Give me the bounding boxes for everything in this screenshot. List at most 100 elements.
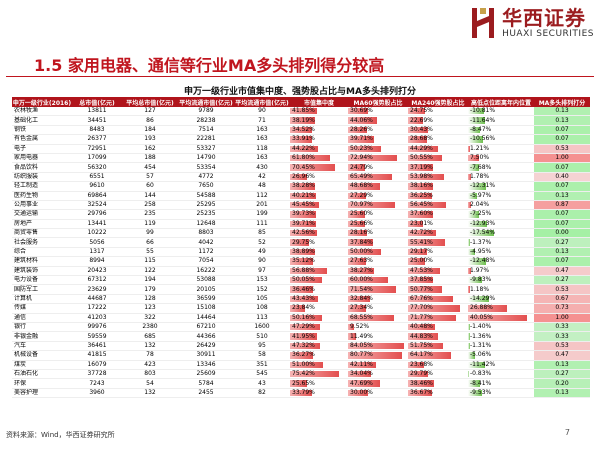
- data-bar: [468, 286, 470, 293]
- cell-value: 27.63%: [350, 257, 373, 265]
- cell-value: 38.27%: [350, 266, 373, 274]
- industry-name: 电子: [12, 144, 72, 154]
- bar-cell: 25.66%: [348, 219, 408, 230]
- cell-value: 56.88%: [292, 266, 315, 274]
- industry-name: 银行: [12, 322, 72, 333]
- table-cell: 43: [234, 378, 290, 389]
- data-bar: [348, 154, 397, 162]
- ma-score-cell: 0.07: [534, 134, 590, 145]
- table-row: 社会服务 5056 66 4042 52 29.75% 37.84% 55.41% -1.37%…: [12, 237, 590, 248]
- table-cell: 9789: [178, 107, 234, 117]
- ma-score-cell: 0.20: [534, 378, 590, 389]
- cell-value: 50.55%: [410, 154, 433, 162]
- cell-value: 50.00%: [350, 248, 373, 256]
- data-bar: [408, 211, 434, 218]
- cell-value: 51.75%: [410, 341, 433, 349]
- table-cell: 153: [234, 275, 290, 286]
- data-bar: [348, 380, 380, 387]
- cell-value: 32.84%: [350, 295, 373, 302]
- bar-cell: 27.63%: [348, 256, 408, 267]
- bar-cell: 64.17%: [408, 350, 468, 361]
- bar-cell: 50.05%: [290, 275, 348, 286]
- table-cell: 16222: [178, 266, 234, 277]
- table-cell: 99: [122, 228, 178, 239]
- industry-name: 轻工制造: [12, 181, 72, 192]
- cell-value: 1.97%: [470, 266, 490, 274]
- cell-value: -17.54%: [470, 229, 496, 237]
- brand-name-en: HUAXI SECURITIES: [502, 29, 594, 39]
- table-cell: 119: [122, 219, 178, 230]
- cell-value: -14.29%: [470, 295, 496, 302]
- ma-score-cell: 0.27: [534, 275, 590, 286]
- data-bar: [468, 323, 471, 331]
- cell-value: 65.49%: [350, 172, 373, 180]
- table-cell: 86: [122, 115, 178, 126]
- data-bar: [290, 230, 318, 237]
- table-row: 非银金融 59559 685 44366 510 41.95% 11.49% 44.83% -1…: [12, 331, 590, 342]
- data-bar: [468, 342, 470, 350]
- ma-score-cell: 0.07: [534, 219, 590, 230]
- data-bar: [348, 108, 369, 115]
- bar-cell: 30.69%: [348, 107, 408, 117]
- cell-value: 29.79%: [410, 370, 433, 378]
- ma-score-cell: 0.53: [534, 341, 590, 352]
- table-cell: 1600: [234, 322, 290, 333]
- data-bar: [290, 145, 319, 152]
- bar-cell: -1.36%: [468, 331, 534, 342]
- data-bar: [348, 277, 388, 284]
- cell-value: 40.21%: [292, 191, 315, 199]
- industry-name: 美容护理: [12, 388, 72, 399]
- bar-cell: -5.97%: [468, 191, 534, 201]
- company-logo: 华西证券 HUAXI SECURITIES: [470, 6, 594, 40]
- bar-cell: -1.37%: [468, 237, 534, 248]
- bar-cell: 50.23%: [348, 144, 408, 154]
- cell-value: 40.48%: [410, 323, 433, 331]
- bar-cell: 37.19%: [408, 162, 468, 173]
- bar-cell: 38.16%: [408, 181, 468, 192]
- data-bar: [290, 173, 308, 181]
- cell-value: 36.25%: [410, 191, 433, 199]
- industry-name: 汽车: [12, 341, 72, 352]
- table-cell: 132: [122, 341, 178, 352]
- bar-cell: -1.31%: [468, 341, 534, 352]
- bar-cell: 32.84%: [348, 294, 408, 305]
- bar-cell: 29.75%: [290, 237, 348, 248]
- cell-value: 34.04%: [350, 370, 373, 378]
- table-row: 商贸零售 10222 99 8803 85 42.56% 28.16% 42.72% -17.5…: [12, 228, 590, 239]
- table-cell: 163: [234, 153, 290, 164]
- bar-cell: -12.93%: [468, 219, 534, 230]
- table-row: 传媒 17222 123 15108 108 23.84% 27.34% 77.70% 26.8…: [12, 303, 590, 314]
- data-bar: [408, 370, 428, 378]
- industry-name: 环保: [12, 378, 72, 389]
- ma-score-cell: 0.33: [534, 322, 590, 333]
- table-row: 医药生物 69864 144 54588 112 40.21% 27.29% 36.25% -5…: [12, 191, 590, 201]
- data-bar: [348, 370, 371, 378]
- bar-cell: 56.45%: [408, 200, 468, 211]
- data-bar: [408, 342, 443, 350]
- data-bar: [290, 333, 318, 340]
- bar-cell: 44.06%: [348, 115, 408, 126]
- data-bar: [290, 277, 323, 284]
- table-row: 电力设备 67312 194 53088 153 50.05% 60.00% 37.85% -9…: [12, 275, 590, 286]
- table-cell: 122: [122, 266, 178, 277]
- industry-name: 有色金属: [12, 134, 72, 145]
- data-bar: [290, 370, 339, 378]
- data-bar: [468, 267, 471, 275]
- table-cell: 42: [234, 172, 290, 183]
- cell-value: 64.17%: [410, 351, 433, 359]
- ma-score-cell: 0.13: [534, 191, 590, 201]
- industry-name: 石油石化: [12, 369, 72, 380]
- cell-value: 30.43%: [410, 125, 433, 133]
- bar-cell: -10.56%: [468, 134, 534, 145]
- table-cell: 5056: [72, 237, 122, 248]
- data-bar: [290, 248, 316, 256]
- cell-value: 40.05%: [470, 313, 493, 321]
- table-cell: 58: [234, 350, 290, 361]
- bar-cell: 7.50%: [468, 153, 534, 164]
- table-cell: 8803: [178, 228, 234, 239]
- data-bar: [290, 323, 321, 331]
- data-bar: [348, 211, 366, 218]
- industry-name: 公用事业: [12, 200, 72, 211]
- data-bar: [468, 145, 470, 152]
- data-bar: [468, 361, 485, 368]
